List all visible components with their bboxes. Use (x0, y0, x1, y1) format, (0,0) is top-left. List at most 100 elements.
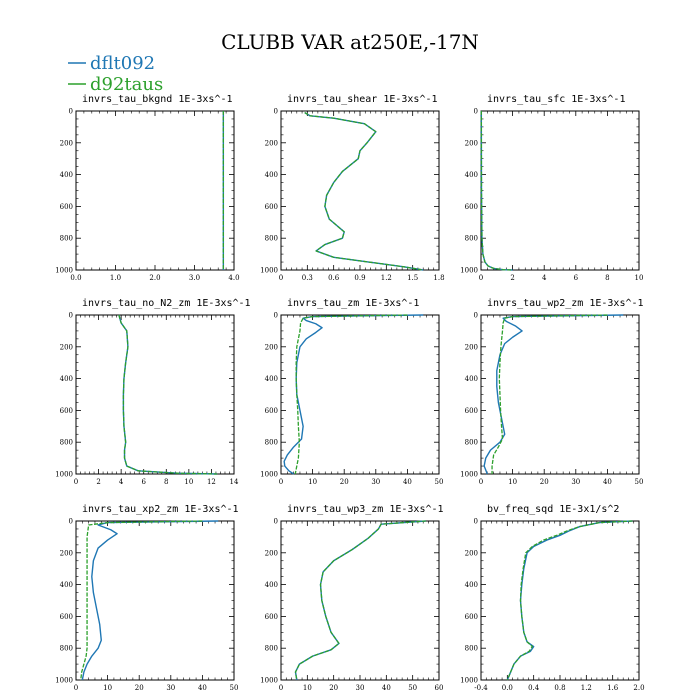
y-tick-label: 600 (60, 613, 73, 621)
series-line-d92taus (491, 314, 608, 474)
y-tick-label: 200 (265, 549, 278, 557)
y-tick-label: 0 (69, 518, 73, 526)
x-tick-label: 40 (403, 478, 412, 486)
x-tick-label: 0 (74, 478, 78, 486)
chart-title: CLUBB VAR at250E,-17N (221, 30, 479, 54)
y-tick-label: 200 (60, 343, 73, 351)
series-line-d92taus (294, 314, 408, 475)
panel-grid: invrs_tau_bkgnd 1E-3xs^-1 0.0 1.0 2.0 3.0 4.0… (55, 94, 644, 692)
panel-title: invrs_tau_wp3_zm 1E-3xs^-1 (287, 504, 444, 515)
y-tick-label: 200 (465, 139, 478, 147)
series-line-dflt092 (283, 314, 424, 475)
x-tick-label: 1.2 (381, 274, 392, 282)
y-tick-label: 1000 (260, 267, 278, 275)
series-line-d92taus (294, 520, 426, 681)
series-line-d92taus (506, 520, 633, 681)
panel-frame (75, 520, 235, 681)
y-tick-label: 200 (465, 343, 478, 351)
x-tick-label: 6 (574, 274, 579, 282)
series-line-dflt092 (118, 314, 218, 475)
x-tick-label: 2 (96, 478, 100, 486)
x-tick-label: 0 (479, 274, 483, 282)
y-tick-label: 1000 (55, 267, 73, 275)
y-tick-label: 1000 (55, 677, 73, 685)
y-tick-label: 600 (465, 613, 478, 621)
y-tick-label: 0 (69, 312, 73, 320)
x-tick-label: 0 (279, 274, 283, 282)
x-tick-label: 0 (479, 478, 483, 486)
x-tick-label: 0 (279, 684, 283, 692)
x-tick-label: 50 (230, 684, 239, 692)
series-line-dflt092 (483, 314, 624, 475)
y-tick-label: 800 (60, 439, 73, 447)
x-tick-label: 0.9 (354, 274, 365, 282)
x-tick-label: 40 (382, 684, 391, 692)
y-tick-label: 600 (465, 203, 478, 211)
x-tick-label: 50 (435, 478, 444, 486)
panel-title: invrs_tau_wp2_zm 1E-3xs^-1 (487, 298, 644, 309)
x-tick-label: 4 (542, 274, 547, 282)
y-tick-label: 0 (274, 108, 278, 116)
y-tick-label: 0 (474, 108, 478, 116)
series-line-dflt092 (304, 111, 424, 271)
y-tick-label: 800 (60, 645, 73, 653)
y-tick-label: 0 (274, 518, 278, 526)
y-tick-label: 600 (265, 407, 278, 415)
x-tick-label: 30 (166, 684, 175, 692)
y-tick-label: 800 (465, 439, 478, 447)
y-tick-label: 200 (60, 549, 73, 557)
panel-4: invrs_tau_no_N2_zm 1E-3xs^-1 0 2 4 6 8 10 12 14 0… (55, 298, 250, 486)
x-tick-label: 0 (279, 478, 283, 486)
panel-5: invrs_tau_zm 1E-3xs^-1 0 10 20 30 40 50 0 200 400… (260, 298, 443, 486)
series-line-d92taus (304, 112, 424, 271)
panel-6: invrs_tau_wp2_zm 1E-3xs^-1 0 10 20 30 40 50 0 20… (460, 298, 643, 486)
legend-label-dflt092: dflt092 (90, 53, 155, 74)
x-tick-label: 2.0 (633, 684, 644, 692)
x-tick-label: 10 (308, 478, 317, 486)
y-tick-label: 600 (265, 203, 278, 211)
y-tick-label: 0 (69, 108, 73, 116)
y-tick-label: 400 (265, 171, 278, 179)
x-tick-label: 60 (435, 684, 444, 692)
series-line-dflt092 (480, 110, 513, 271)
panel-title: invrs_tau_sfc 1E-3xs^-1 (487, 94, 625, 105)
x-tick-label: 50 (635, 478, 644, 486)
y-tick-label: 600 (465, 407, 478, 415)
y-tick-label: 200 (465, 549, 478, 557)
x-tick-label: 50 (408, 684, 417, 692)
series-line-d92taus (80, 520, 203, 681)
y-tick-label: 600 (60, 203, 73, 211)
panel-9: bv_freq_sqd 1E-3x1/s^2 -0.4 0.0 0.4 0.8 1.2 1.… (460, 504, 644, 692)
x-tick-label: 2 (510, 274, 514, 282)
y-tick-label: 800 (465, 645, 478, 653)
panel-title: invrs_tau_zm 1E-3xs^-1 (287, 298, 419, 309)
panel-3: invrs_tau_sfc 1E-3xs^-1 0 2 4 6 8 10 0 200 400 600… (460, 94, 643, 282)
x-tick-label: 0.0 (502, 684, 513, 692)
y-tick-label: 600 (265, 613, 278, 621)
x-tick-label: 20 (540, 478, 549, 486)
y-tick-label: 200 (60, 139, 73, 147)
panel-title: invrs_tau_xp2_zm 1E-3xs^-1 (82, 504, 239, 515)
x-tick-label: 30 (371, 478, 380, 486)
y-tick-label: 400 (60, 171, 73, 179)
x-tick-label: 10 (508, 478, 517, 486)
y-tick-label: 1000 (460, 267, 478, 275)
x-tick-label: 20 (135, 684, 144, 692)
panel-1: invrs_tau_bkgnd 1E-3xs^-1 0.0 1.0 2.0 3.0 4.0… (55, 94, 239, 282)
x-tick-label: 1.5 (407, 274, 418, 282)
panel-8: invrs_tau_wp3_zm 1E-3xs^-10 10 20 30 40 50 600… (260, 504, 443, 692)
x-tick-label: 30 (356, 684, 365, 692)
x-tick-label: 8 (605, 274, 609, 282)
panel-frame (75, 110, 235, 271)
panel-frame (280, 314, 440, 475)
y-tick-label: 1000 (55, 471, 73, 479)
x-tick-label: 14 (230, 478, 239, 486)
y-tick-label: 0 (474, 518, 478, 526)
panel-title: invrs_tau_bkgnd 1E-3xs^-1 (82, 94, 233, 105)
x-tick-label: 1.0 (110, 274, 121, 282)
x-tick-label: 1.2 (581, 684, 592, 692)
panel-frame (480, 314, 640, 475)
panel-title: invrs_tau_no_N2_zm 1E-3xs^-1 (82, 298, 251, 309)
x-tick-label: 10 (103, 684, 112, 692)
x-tick-label: 1.8 (433, 274, 444, 282)
